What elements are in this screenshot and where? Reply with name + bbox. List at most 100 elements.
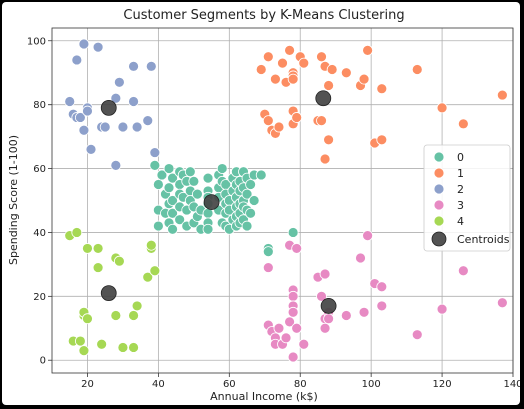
cluster-2-point — [110, 92, 122, 104]
cluster-2-point — [145, 60, 157, 72]
cluster-3-point — [280, 332, 292, 344]
cluster-3-point — [291, 243, 303, 254]
legend-label: Centroids — [457, 233, 510, 246]
centroid-marker — [203, 194, 220, 210]
x-tick-label: 60 — [223, 379, 236, 390]
cluster-0-point — [262, 246, 274, 258]
cluster-2-point — [78, 38, 90, 50]
cluster-0-point — [245, 179, 256, 190]
cluster-4-point — [145, 239, 157, 251]
cluster-4-point — [142, 271, 154, 283]
cluster-4-point — [128, 310, 139, 321]
cluster-3-point — [411, 329, 423, 341]
legend-marker — [433, 215, 445, 227]
cluster-1-point — [316, 51, 327, 63]
cluster-4-point — [78, 345, 90, 357]
cluster-0-point — [174, 214, 186, 226]
legend-marker — [433, 183, 445, 195]
x-axis-label: Annual Income (k$) — [210, 390, 318, 403]
cluster-3-point — [284, 316, 295, 328]
y-tick-label: 60 — [33, 164, 46, 175]
cluster-4-point — [71, 227, 83, 238]
cluster-0-point — [163, 163, 175, 174]
cluster-1-point — [376, 83, 388, 95]
cluster-0-point — [184, 166, 196, 178]
cluster-2-point — [71, 54, 83, 66]
y-tick-label: 20 — [33, 292, 46, 303]
cluster-1-point — [323, 80, 335, 91]
legend-label: 3 — [457, 199, 464, 212]
cluster-1-point — [262, 115, 274, 127]
cluster-2-point — [64, 96, 76, 107]
cluster-2-point — [128, 60, 139, 72]
cluster-0-point — [152, 179, 164, 190]
cluster-3-point — [319, 268, 331, 280]
cluster-4-point — [96, 338, 108, 350]
cluster-1-point — [457, 118, 469, 130]
cluster-2-point — [74, 112, 86, 123]
cluster-0-point — [216, 163, 228, 174]
cluster-4-point — [92, 243, 104, 254]
cluster-1-point — [319, 153, 331, 165]
cluster-1-point — [496, 89, 508, 101]
y-tick-label: 0 — [40, 356, 46, 367]
x-tick-label: 80 — [294, 379, 307, 390]
cluster-0-point — [156, 169, 168, 181]
centroid-marker — [315, 90, 332, 107]
cluster-1-point — [270, 73, 281, 85]
centroid-marker — [100, 99, 117, 116]
cluster-0-point — [163, 182, 175, 194]
cluster-4-point — [82, 313, 93, 325]
cluster-2-point — [110, 159, 122, 171]
cluster-2-point — [128, 96, 139, 107]
cluster-1-point — [376, 134, 388, 146]
cluster-0-point — [188, 175, 200, 187]
cluster-1-point — [316, 115, 327, 127]
cluster-2-point — [85, 143, 97, 155]
cluster-0-point — [255, 169, 267, 181]
cluster-3-point — [291, 322, 303, 334]
cluster-4-point — [92, 262, 104, 273]
cluster-0-point — [167, 172, 178, 184]
centroid-points — [100, 90, 337, 314]
cluster-4-point — [117, 342, 129, 353]
scatter-chart: Customer Segments by K-Means Clustering … — [7, 8, 520, 403]
x-tick-label: 20 — [81, 379, 94, 390]
cluster-2-point — [113, 76, 125, 88]
cluster-3-point — [436, 303, 448, 315]
cluster-4-point — [74, 335, 86, 347]
cluster-1-point — [291, 112, 303, 123]
legend-centroid-marker — [431, 231, 447, 247]
cluster-4-point — [131, 300, 143, 312]
cluster-4-point — [149, 265, 161, 277]
cluster-1-point — [358, 73, 370, 85]
centroid-marker — [320, 298, 337, 314]
legend-marker — [433, 167, 445, 179]
cluster-2-point — [131, 121, 143, 133]
cluster-3-point — [316, 290, 327, 302]
cluster-3-point — [262, 262, 274, 273]
cluster-0-point — [167, 207, 178, 219]
cluster-3-point — [457, 265, 469, 277]
cluster-0-point — [191, 188, 203, 200]
cluster-1-point — [255, 64, 267, 75]
cluster-3-point — [358, 306, 370, 318]
cluster-3-point — [376, 300, 388, 312]
cluster-0-point — [202, 172, 214, 184]
chart-window: Customer Segments by K-Means Clustering … — [2, 2, 520, 405]
cluster-1-point — [436, 102, 448, 114]
cluster-1-point — [284, 44, 295, 56]
cluster-1-point — [298, 57, 310, 69]
cluster-0-point — [241, 220, 253, 232]
legend-label: 2 — [457, 183, 464, 196]
cluster-1-point — [340, 67, 352, 79]
cluster-2-point — [149, 147, 161, 158]
cluster-1-point — [323, 134, 335, 146]
centroid-marker — [100, 285, 117, 302]
x-tick-label: 120 — [433, 379, 452, 390]
cluster-0-point — [149, 159, 161, 171]
cluster-4-point — [82, 243, 93, 254]
legend-box — [423, 144, 511, 252]
legend-marker — [433, 151, 445, 163]
